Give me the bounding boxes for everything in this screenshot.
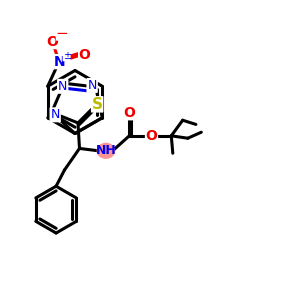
Text: O: O <box>46 34 58 49</box>
Text: N: N <box>87 79 97 92</box>
Text: −: − <box>56 26 68 40</box>
Text: N: N <box>53 55 65 69</box>
Text: ±: ± <box>63 51 70 61</box>
Text: O: O <box>146 129 158 143</box>
Text: N: N <box>50 108 60 121</box>
Text: O: O <box>123 106 135 120</box>
Ellipse shape <box>97 143 115 159</box>
Text: S: S <box>92 97 103 112</box>
Text: O: O <box>79 48 91 62</box>
Text: NH: NH <box>95 144 116 157</box>
Text: N: N <box>58 80 68 93</box>
